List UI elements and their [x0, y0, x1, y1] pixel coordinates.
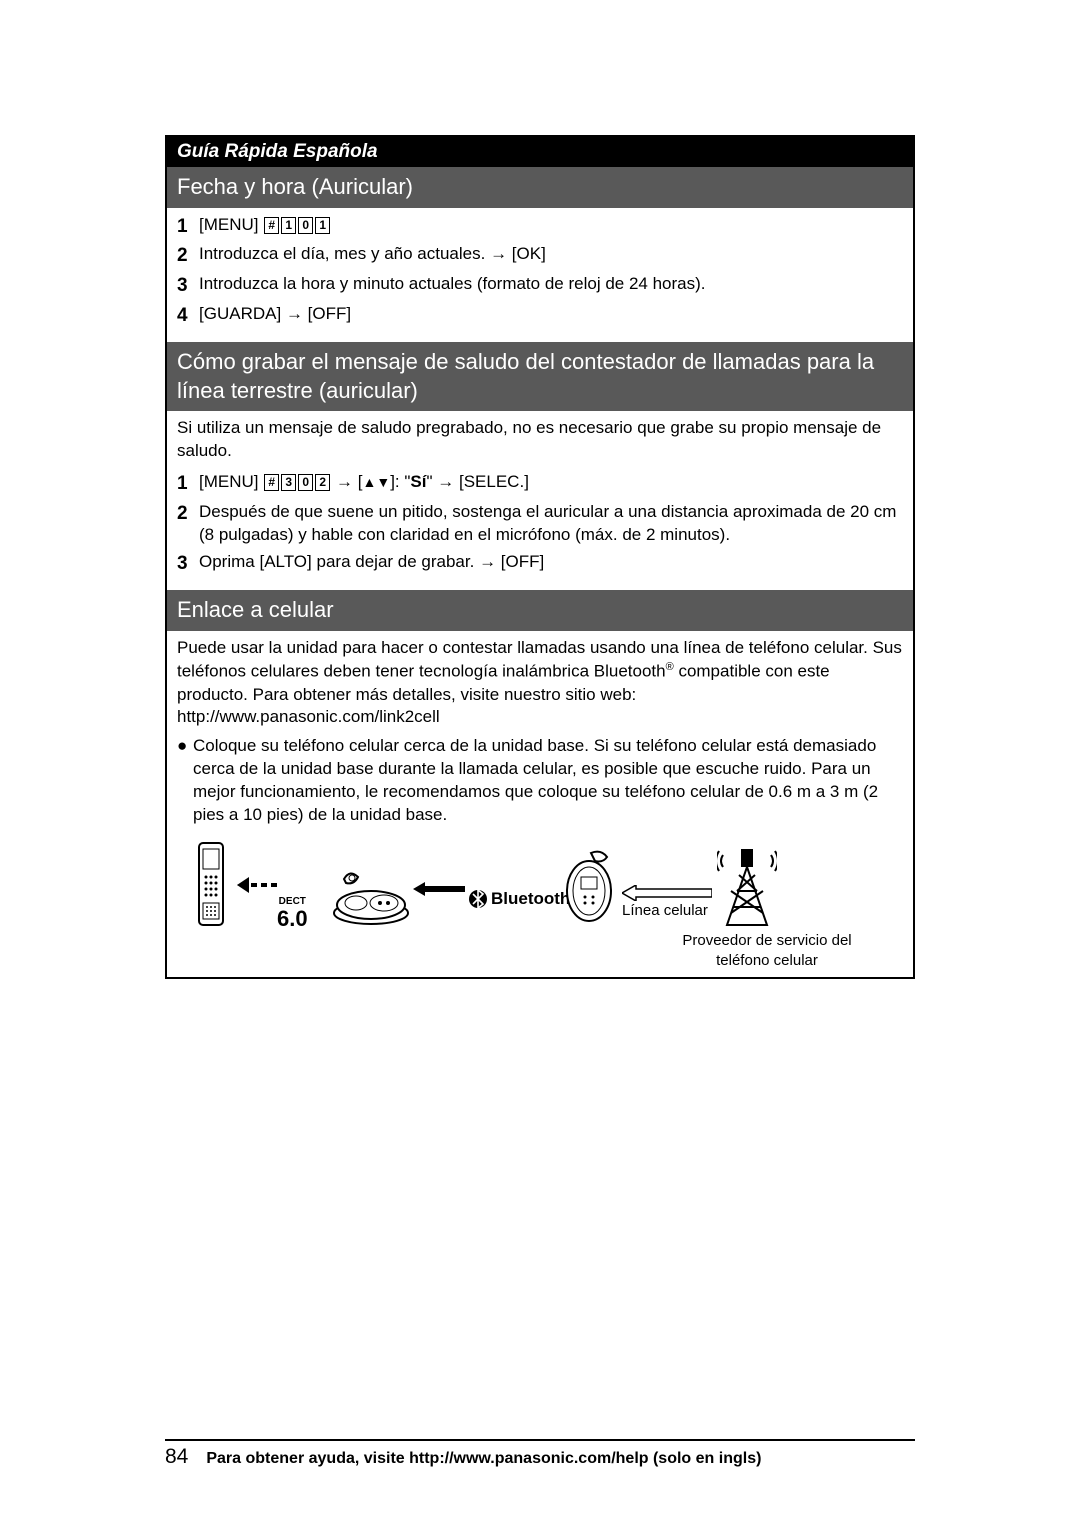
step-item: 3Oprima ALTO para dejar de grabar. → OFF [177, 551, 903, 577]
arrow-right-icon [622, 885, 712, 901]
step-item: 2Después de que suene un pitido, sosteng… [177, 501, 903, 547]
section-title-saludo: Cómo grabar el mensaje de saludo del con… [167, 342, 913, 411]
header-bar: Guía Rápida Española [167, 137, 913, 167]
handset-icon [193, 841, 229, 927]
saludo-note: Si utiliza un mensaje de saludo pregraba… [177, 417, 903, 463]
step-number: 3 [177, 551, 199, 577]
section-title-enlace: Enlace a celular [167, 590, 913, 631]
arrow-mid-icon [413, 881, 465, 897]
step-text: Introduzca la hora y minuto actuales (fo… [199, 273, 903, 299]
bluetooth-icon [469, 887, 487, 911]
section-title-fecha: Fecha y hora (Auricular) [167, 167, 913, 208]
link2cell-diagram: DECT 6.0 [177, 841, 903, 961]
step-number: 3 [177, 273, 199, 299]
step-text: GUARDA → OFF [199, 303, 903, 329]
step-number: 4 [177, 303, 199, 329]
step-text: MENU #101 [199, 214, 903, 240]
step-text: Después de que suene un pitido, sostenga… [199, 501, 903, 547]
footer-text: Para obtener ayuda, visite http://www.pa… [206, 1450, 761, 1468]
page-frame: Guía Rápida Española Fecha y hora (Auric… [165, 135, 915, 979]
section-body-enlace: Puede usar la unidad para hacer o contes… [167, 631, 913, 977]
cellphone-icon [561, 847, 615, 925]
step-text: MENU #302 → ▲▼: "Sí" → SELEC. [199, 471, 903, 497]
step-number: 2 [177, 243, 199, 269]
tower-icon [717, 841, 777, 927]
step-text: Introduzca el día, mes y año actuales. →… [199, 243, 903, 269]
enlace-bullet-text: Coloque su teléfono celular cerca de la … [193, 735, 903, 827]
enlace-bullets: ● Coloque su teléfono celular cerca de l… [177, 735, 903, 827]
line-label: Línea celular [622, 901, 708, 921]
dect-label: DECT 6.0 [277, 895, 308, 929]
enlace-para: Puede usar la unidad para hacer o contes… [177, 637, 903, 706]
step-number: 1 [177, 214, 199, 240]
base-unit-icon [332, 865, 410, 925]
provider-label: Proveedor de servicio del teléfono celul… [657, 931, 877, 972]
page-footer: 84 Para obtener ayuda, visite http://www… [165, 1439, 915, 1469]
section-body-saludo: Si utiliza un mensaje de saludo pregraba… [167, 411, 913, 590]
step-item: 1MENU #302 → ▲▼: "Sí" → SELEC. [177, 471, 903, 497]
step-number: 2 [177, 501, 199, 547]
step-text: Oprima ALTO para dejar de grabar. → OFF [199, 551, 903, 577]
step-item: 2Introduzca el día, mes y año actuales. … [177, 243, 903, 269]
arrow-left-icon [237, 877, 281, 893]
saludo-steps: 1MENU #302 → ▲▼: "Sí" → SELEC.2Después d… [177, 471, 903, 576]
section-body-fecha: 1MENU #1012Introduzca el día, mes y año … [167, 208, 913, 343]
bullet-icon: ● [177, 735, 193, 827]
step-item: 3Introduzca la hora y minuto actuales (f… [177, 273, 903, 299]
step-item: 4GUARDA → OFF [177, 303, 903, 329]
step-number: 1 [177, 471, 199, 497]
step-item: 1MENU #101 [177, 214, 903, 240]
fecha-steps: 1MENU #1012Introduzca el día, mes y año … [177, 214, 903, 329]
enlace-url: http://www.panasonic.com/link2cell [177, 706, 903, 729]
page-number: 84 [165, 1445, 188, 1469]
